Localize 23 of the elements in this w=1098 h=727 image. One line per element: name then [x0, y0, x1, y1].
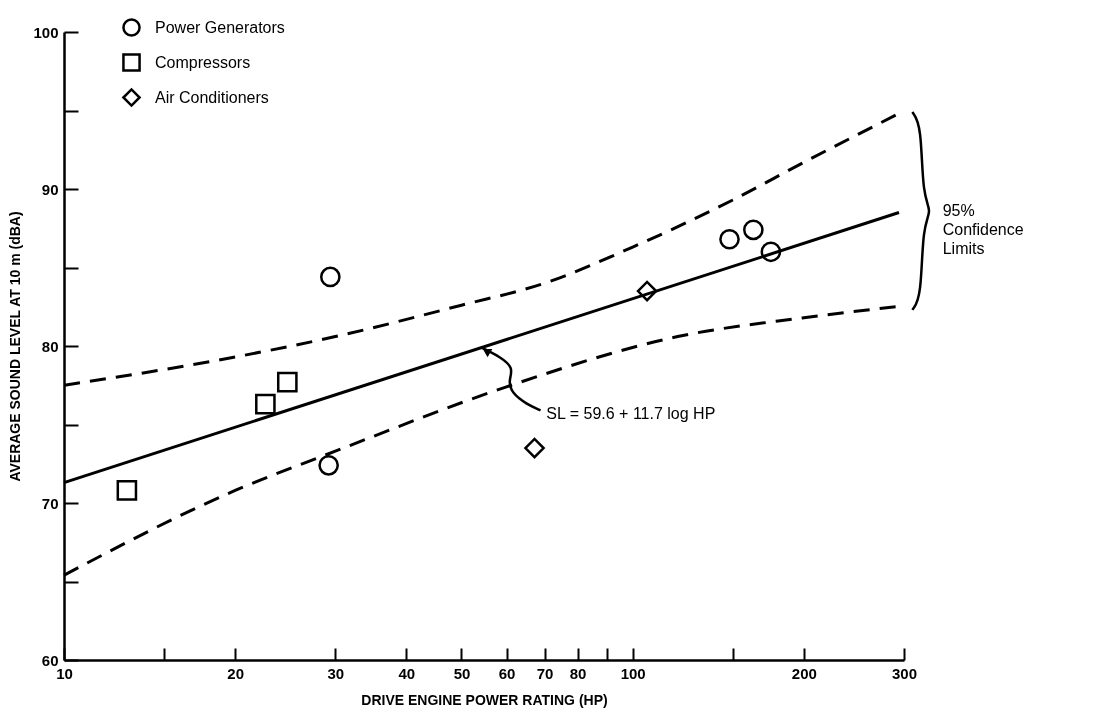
x-tick-label: 30: [327, 664, 345, 682]
x-tick-label: 70: [536, 664, 554, 682]
x-tick-label: 20: [227, 664, 245, 682]
legend-label: Power Generators: [155, 18, 285, 36]
x-axis-title: DRIVE ENGINE POWER RATING (HP): [361, 691, 608, 708]
annotation: SL = 59.6 + 11.7 log HP: [546, 404, 716, 422]
x-tick-label: 10: [56, 664, 73, 682]
x-tick-label: 80: [569, 664, 587, 682]
legend-label: Air Conditioners: [155, 88, 269, 106]
x-tick-label: 200: [791, 664, 817, 682]
y-tick-label: 60: [41, 651, 59, 669]
x-tick-label: 50: [453, 664, 471, 682]
y-tick-label: 70: [41, 494, 59, 512]
text: 95% Confidence Limits: [942, 201, 1024, 257]
y-tick-label: 90: [41, 180, 59, 198]
x-tick-label: 60: [498, 664, 516, 682]
y-tick-label: 80: [41, 337, 59, 355]
x-tick-label: 300: [891, 664, 918, 682]
legend-label: Compressors: [155, 53, 251, 71]
x-tick-label: 100: [620, 664, 646, 682]
x-tick-label: 40: [398, 664, 416, 682]
y-tick-label: 100: [33, 23, 59, 41]
y-axis-title: AVERAGE SOUND LEVEL AT 10 m (dBA): [7, 211, 24, 482]
